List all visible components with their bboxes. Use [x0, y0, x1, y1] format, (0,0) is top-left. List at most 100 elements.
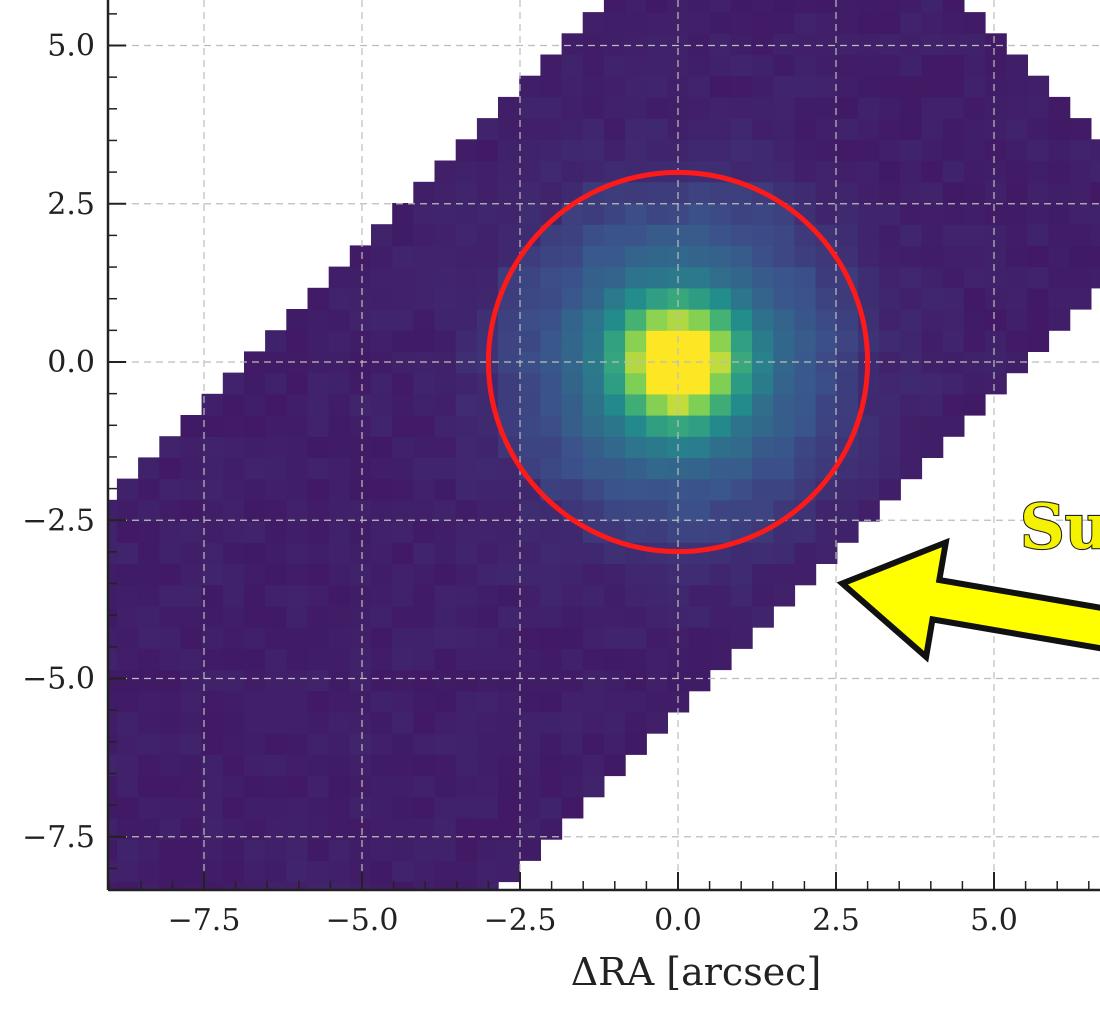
heatmap-cell: [519, 287, 541, 310]
heatmap-cell: [201, 457, 224, 480]
heatmap-cell: [603, 393, 626, 416]
heatmap-cell: [392, 775, 414, 798]
heatmap-cell: [900, 393, 923, 416]
heatmap-cell: [773, 181, 796, 204]
heatmap-cell: [371, 287, 393, 310]
heatmap-cell: [434, 690, 457, 713]
heatmap-cell: [752, 499, 774, 522]
heatmap-cell: [561, 775, 584, 798]
heatmap-cell: [858, 118, 880, 140]
heatmap-cell: [371, 690, 393, 713]
heatmap-cell: [201, 542, 224, 564]
heatmap-cell: [773, 245, 796, 268]
heatmap-cell: [603, 0, 626, 13]
heatmap-cell: [519, 499, 541, 522]
heatmap-cell: [582, 96, 605, 119]
heatmap-cell: [752, 266, 774, 289]
heatmap-cell: [582, 75, 605, 98]
heatmap-cell: [900, 118, 923, 140]
heatmap-cell: [244, 521, 266, 543]
heatmap-cell: [180, 478, 203, 501]
y-tick-label: −7.5: [22, 820, 95, 855]
heatmap-cell: [773, 415, 796, 437]
y-tick-label: 2.5: [47, 187, 95, 222]
heatmap-cell: [413, 521, 436, 543]
heatmap-cell: [244, 584, 266, 607]
heatmap-cell: [730, 75, 753, 98]
heatmap-cell: [180, 648, 203, 671]
heatmap-cell: [730, 393, 753, 416]
heatmap-cell: [307, 648, 330, 671]
heatmap-cell: [392, 266, 414, 289]
heatmap-cell: [371, 330, 393, 352]
heatmap-cell: [201, 415, 224, 437]
heatmap-cell: [752, 54, 774, 77]
heatmap-cell: [963, 245, 986, 268]
heatmap-cell: [942, 96, 965, 119]
heatmap-cell: [244, 627, 266, 649]
heatmap-cell: [858, 478, 880, 501]
heatmap-cell: [392, 648, 414, 671]
heatmap-cell: [371, 711, 393, 734]
heatmap-cell: [963, 372, 986, 395]
heatmap-cell: [1006, 309, 1028, 331]
heatmap-cell: [561, 75, 584, 98]
heatmap-cell: [456, 903, 478, 925]
heatmap-cell: [138, 775, 160, 798]
heatmap-cell: [773, 0, 796, 13]
heatmap-cell: [625, 499, 647, 522]
heatmap-cell: [519, 96, 541, 119]
heatmap-cell: [942, 33, 965, 56]
heatmap-cell: [836, 457, 859, 480]
heatmap-cell: [116, 796, 139, 819]
heatmap-cell: [476, 584, 499, 607]
heatmap-cell: [371, 817, 393, 840]
heatmap-cell: [413, 754, 436, 777]
heatmap-cell: [371, 478, 393, 501]
heatmap-cell: [180, 436, 203, 458]
heatmap-cell: [540, 775, 563, 798]
heatmap-cell: [519, 648, 541, 671]
heatmap-cell: [646, 0, 668, 13]
heatmap-cell: [625, 54, 647, 77]
heatmap-cell: [900, 12, 923, 34]
heatmap-cell: [900, 415, 923, 437]
heatmap-cell: [328, 669, 351, 692]
heatmap-cell: [603, 118, 626, 140]
heatmap-cell: [434, 499, 457, 522]
heatmap-cell: [222, 648, 245, 671]
heatmap-cell: [646, 627, 668, 649]
heatmap-cell: [244, 817, 266, 840]
heatmap-cell: [392, 393, 414, 416]
heatmap-cell: [625, 478, 647, 501]
heatmap-cell: [858, 224, 880, 246]
heatmap-cell: [582, 139, 605, 162]
heatmap-cell: [858, 415, 880, 437]
heatmap-cell: [244, 690, 266, 713]
heatmap-cell: [265, 372, 287, 395]
heatmap-cell: [413, 181, 436, 204]
heatmap-cell: [963, 224, 986, 246]
heatmap-cell: [730, 245, 753, 268]
heatmap-cell: [561, 139, 584, 162]
heatmap-cell: [730, 605, 753, 628]
heatmap-cell: [858, 33, 880, 56]
heatmap-cell: [540, 54, 563, 77]
heatmap-cell: [752, 0, 774, 13]
heatmap-cell: [138, 627, 160, 649]
heatmap-cell: [879, 309, 901, 331]
heatmap-cell: [688, 584, 711, 607]
heatmap-cell: [858, 12, 880, 34]
heatmap-cell: [159, 499, 182, 522]
heatmap-cell: [244, 415, 266, 437]
heatmap-cell: [519, 181, 541, 204]
heatmap-cell: [413, 309, 436, 331]
heatmap-cell: [222, 372, 245, 395]
heatmap-cell: [434, 711, 457, 734]
heatmap-cell: [815, 96, 838, 119]
heatmap-cell: [349, 457, 372, 480]
heatmap-cell: [116, 669, 139, 692]
heatmap-cell: [222, 711, 245, 734]
heatmap-cell: [815, 351, 838, 374]
heatmap-cell: [561, 563, 584, 586]
